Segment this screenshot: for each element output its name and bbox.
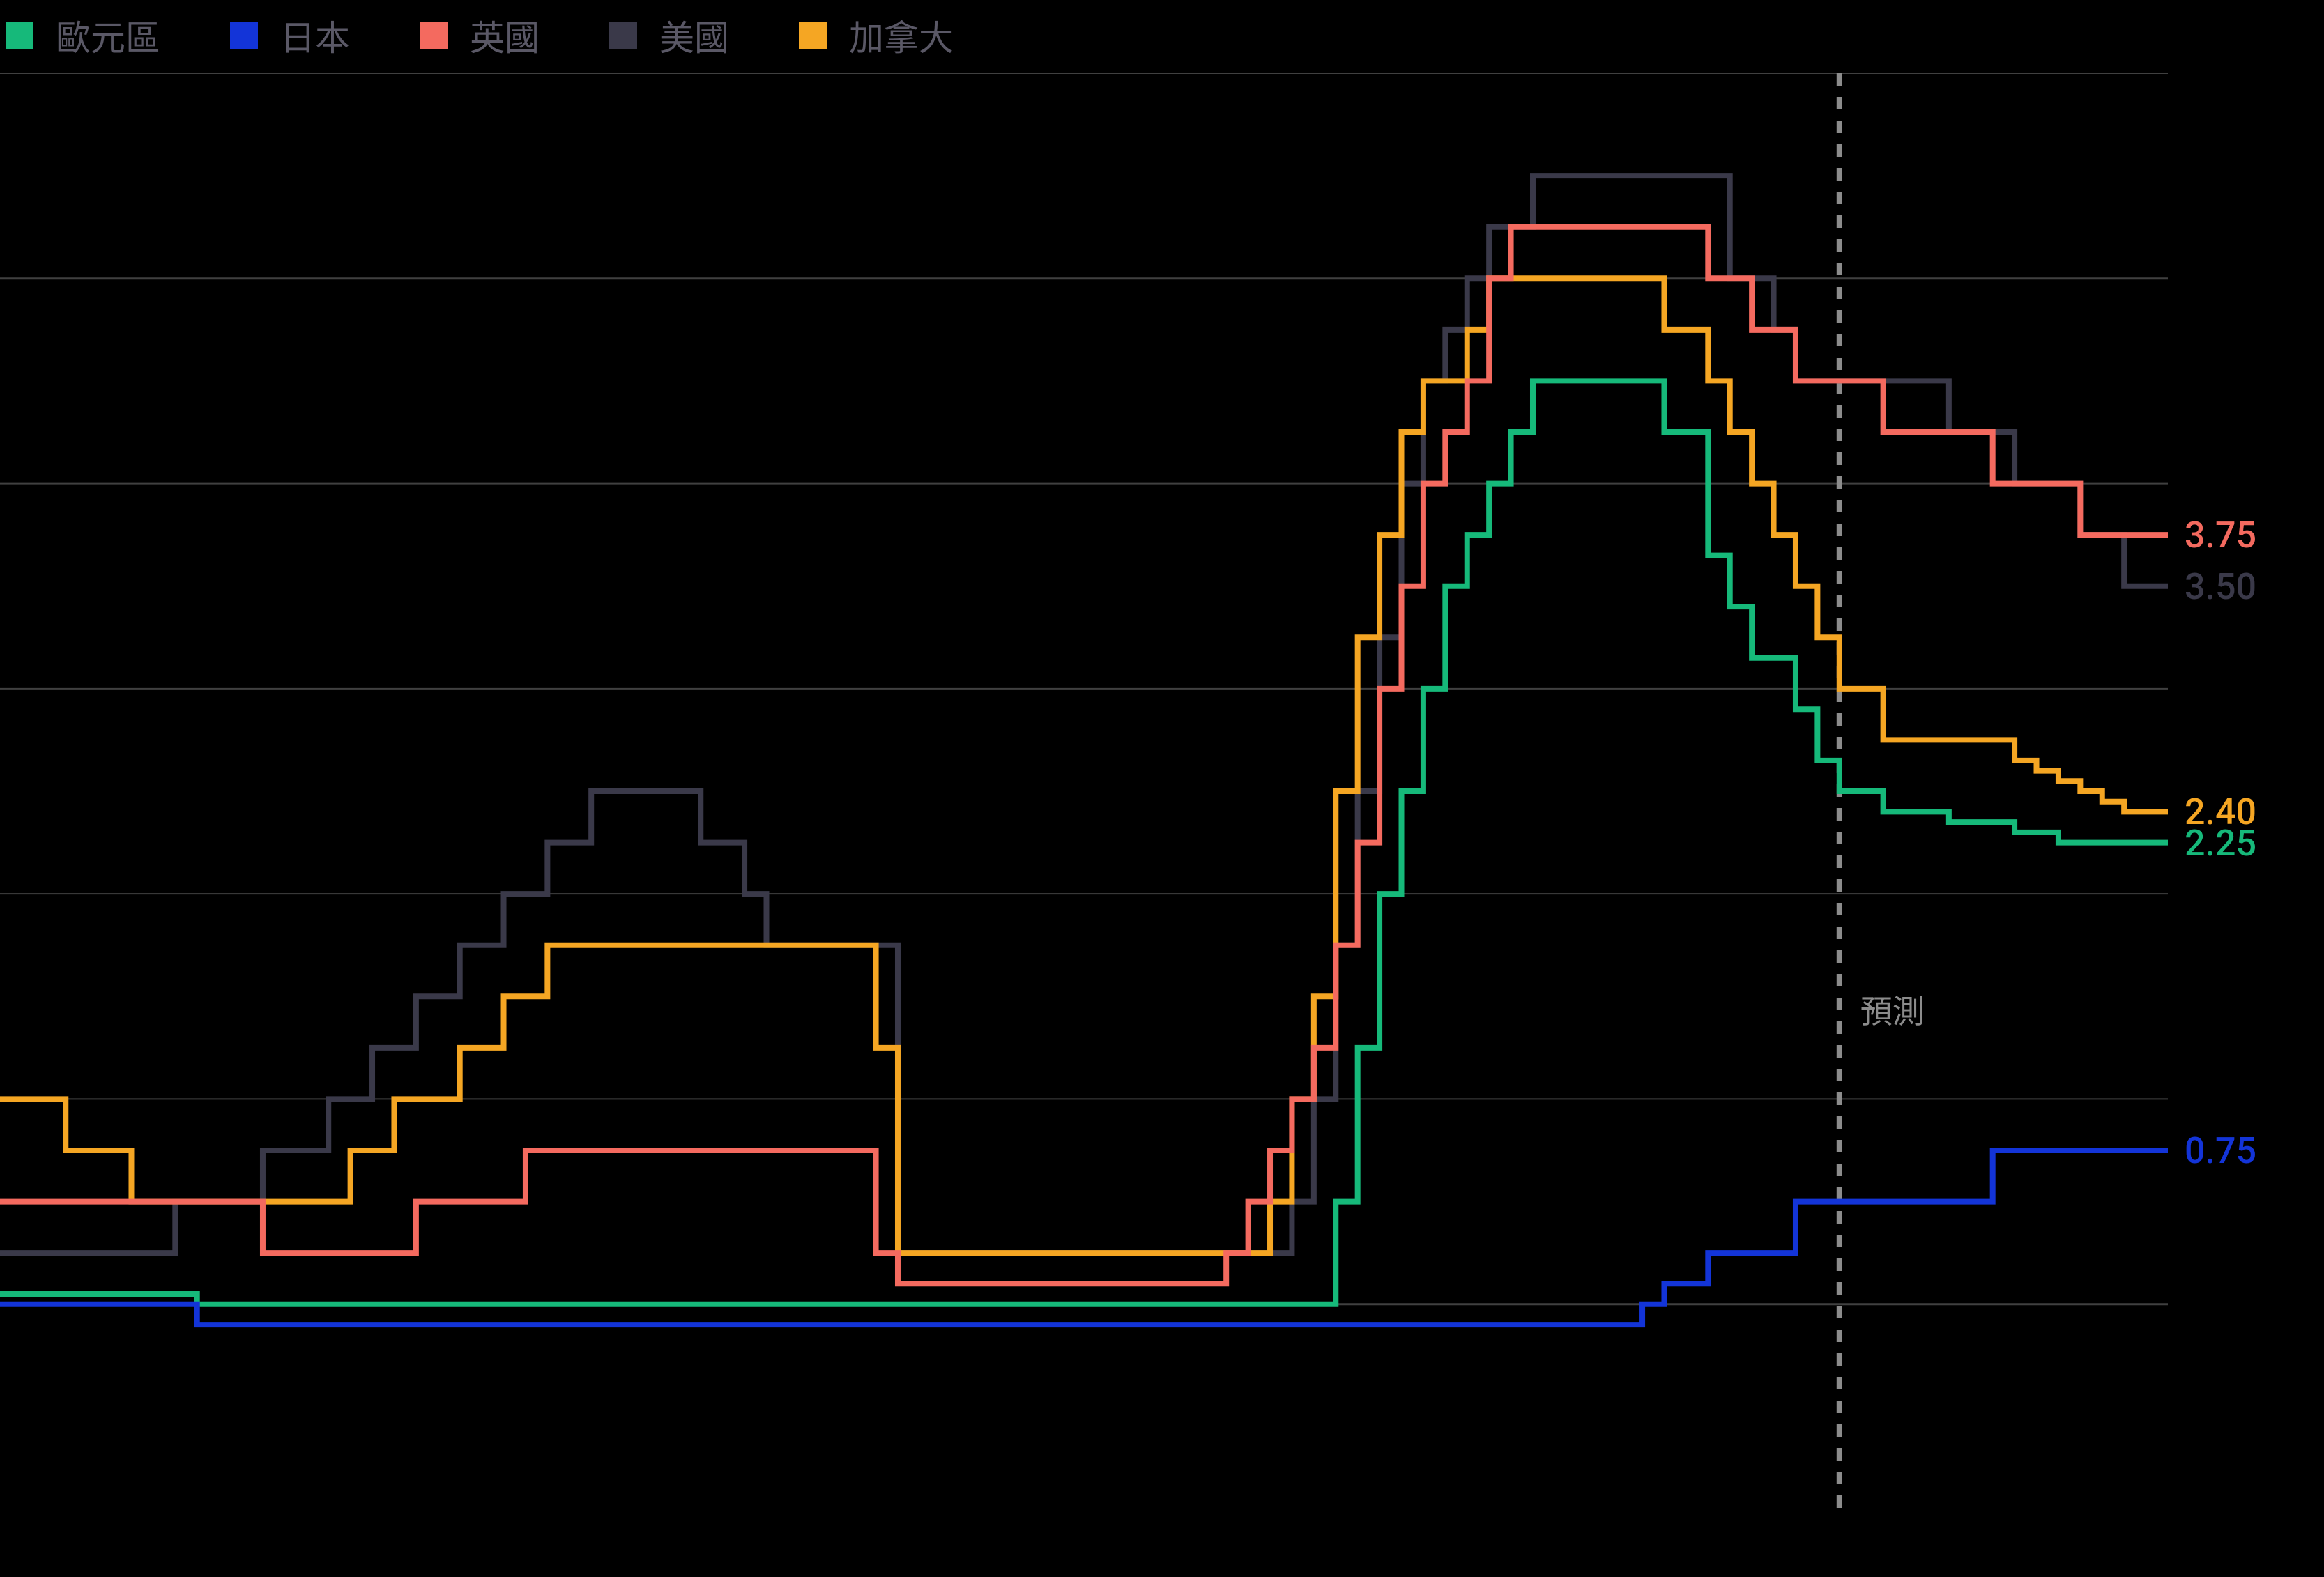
legend-item: 歐元區 bbox=[6, 10, 160, 61]
series-line bbox=[0, 1150, 2168, 1325]
legend-label: 英國 bbox=[470, 10, 540, 61]
legend-swatch bbox=[230, 22, 258, 49]
legend-label: 加拿大 bbox=[849, 10, 954, 61]
legend-item: 美國 bbox=[609, 10, 729, 61]
series-line bbox=[0, 176, 2168, 1253]
legend-label: 歐元區 bbox=[56, 10, 160, 61]
end-value-label: 0.75 bbox=[2185, 1129, 2256, 1172]
plot-svg bbox=[0, 73, 2168, 1509]
series-line bbox=[0, 278, 2168, 1253]
chart-container: 歐元區日本英國美國加拿大 3.753.502.402.250.75 預測 bbox=[0, 0, 2324, 1577]
end-value-label: 2.25 bbox=[2185, 822, 2256, 864]
plot-area bbox=[0, 73, 2168, 1509]
legend-item: 英國 bbox=[420, 10, 540, 61]
legend-item: 日本 bbox=[230, 10, 350, 61]
forecast-label: 預測 bbox=[1860, 986, 1925, 1033]
legend-item: 加拿大 bbox=[799, 10, 954, 61]
legend-swatch bbox=[6, 22, 33, 49]
legend-swatch bbox=[420, 22, 448, 49]
legend: 歐元區 日本 英國 美國 加拿大 bbox=[6, 10, 954, 61]
end-value-label: 3.75 bbox=[2185, 514, 2256, 556]
series-line bbox=[0, 381, 2168, 1304]
legend-swatch bbox=[799, 22, 827, 49]
legend-swatch bbox=[609, 22, 637, 49]
end-value-label: 3.50 bbox=[2185, 565, 2256, 608]
legend-label: 美國 bbox=[659, 10, 729, 61]
series-line bbox=[0, 227, 2168, 1284]
legend-label: 日本 bbox=[280, 10, 350, 61]
